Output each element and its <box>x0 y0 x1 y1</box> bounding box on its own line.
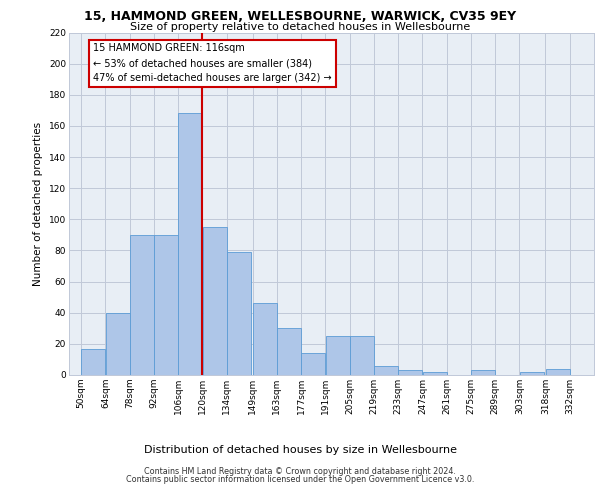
Bar <box>398 370 422 375</box>
Bar <box>106 312 130 375</box>
Text: Size of property relative to detached houses in Wellesbourne: Size of property relative to detached ho… <box>130 22 470 32</box>
Bar <box>301 353 325 375</box>
Bar <box>253 304 277 375</box>
Text: 15, HAMMOND GREEN, WELLESBOURNE, WARWICK, CV35 9EY: 15, HAMMOND GREEN, WELLESBOURNE, WARWICK… <box>84 10 516 23</box>
Bar <box>374 366 398 375</box>
Bar <box>81 348 105 375</box>
Bar <box>203 227 227 375</box>
Bar <box>545 369 569 375</box>
Bar <box>227 252 251 375</box>
Bar <box>277 328 301 375</box>
Text: Distribution of detached houses by size in Wellesbourne: Distribution of detached houses by size … <box>143 445 457 455</box>
Bar <box>471 370 495 375</box>
Y-axis label: Number of detached properties: Number of detached properties <box>34 122 43 286</box>
Text: 15 HAMMOND GREEN: 116sqm
← 53% of detached houses are smaller (384)
47% of semi-: 15 HAMMOND GREEN: 116sqm ← 53% of detach… <box>93 44 332 83</box>
Bar <box>350 336 374 375</box>
Bar <box>154 235 178 375</box>
Text: Contains public sector information licensed under the Open Government Licence v3: Contains public sector information licen… <box>126 475 474 484</box>
Bar <box>178 114 202 375</box>
Bar <box>520 372 544 375</box>
Bar <box>326 336 350 375</box>
Text: Contains HM Land Registry data © Crown copyright and database right 2024.: Contains HM Land Registry data © Crown c… <box>144 467 456 476</box>
Bar <box>422 372 446 375</box>
Bar <box>130 235 154 375</box>
